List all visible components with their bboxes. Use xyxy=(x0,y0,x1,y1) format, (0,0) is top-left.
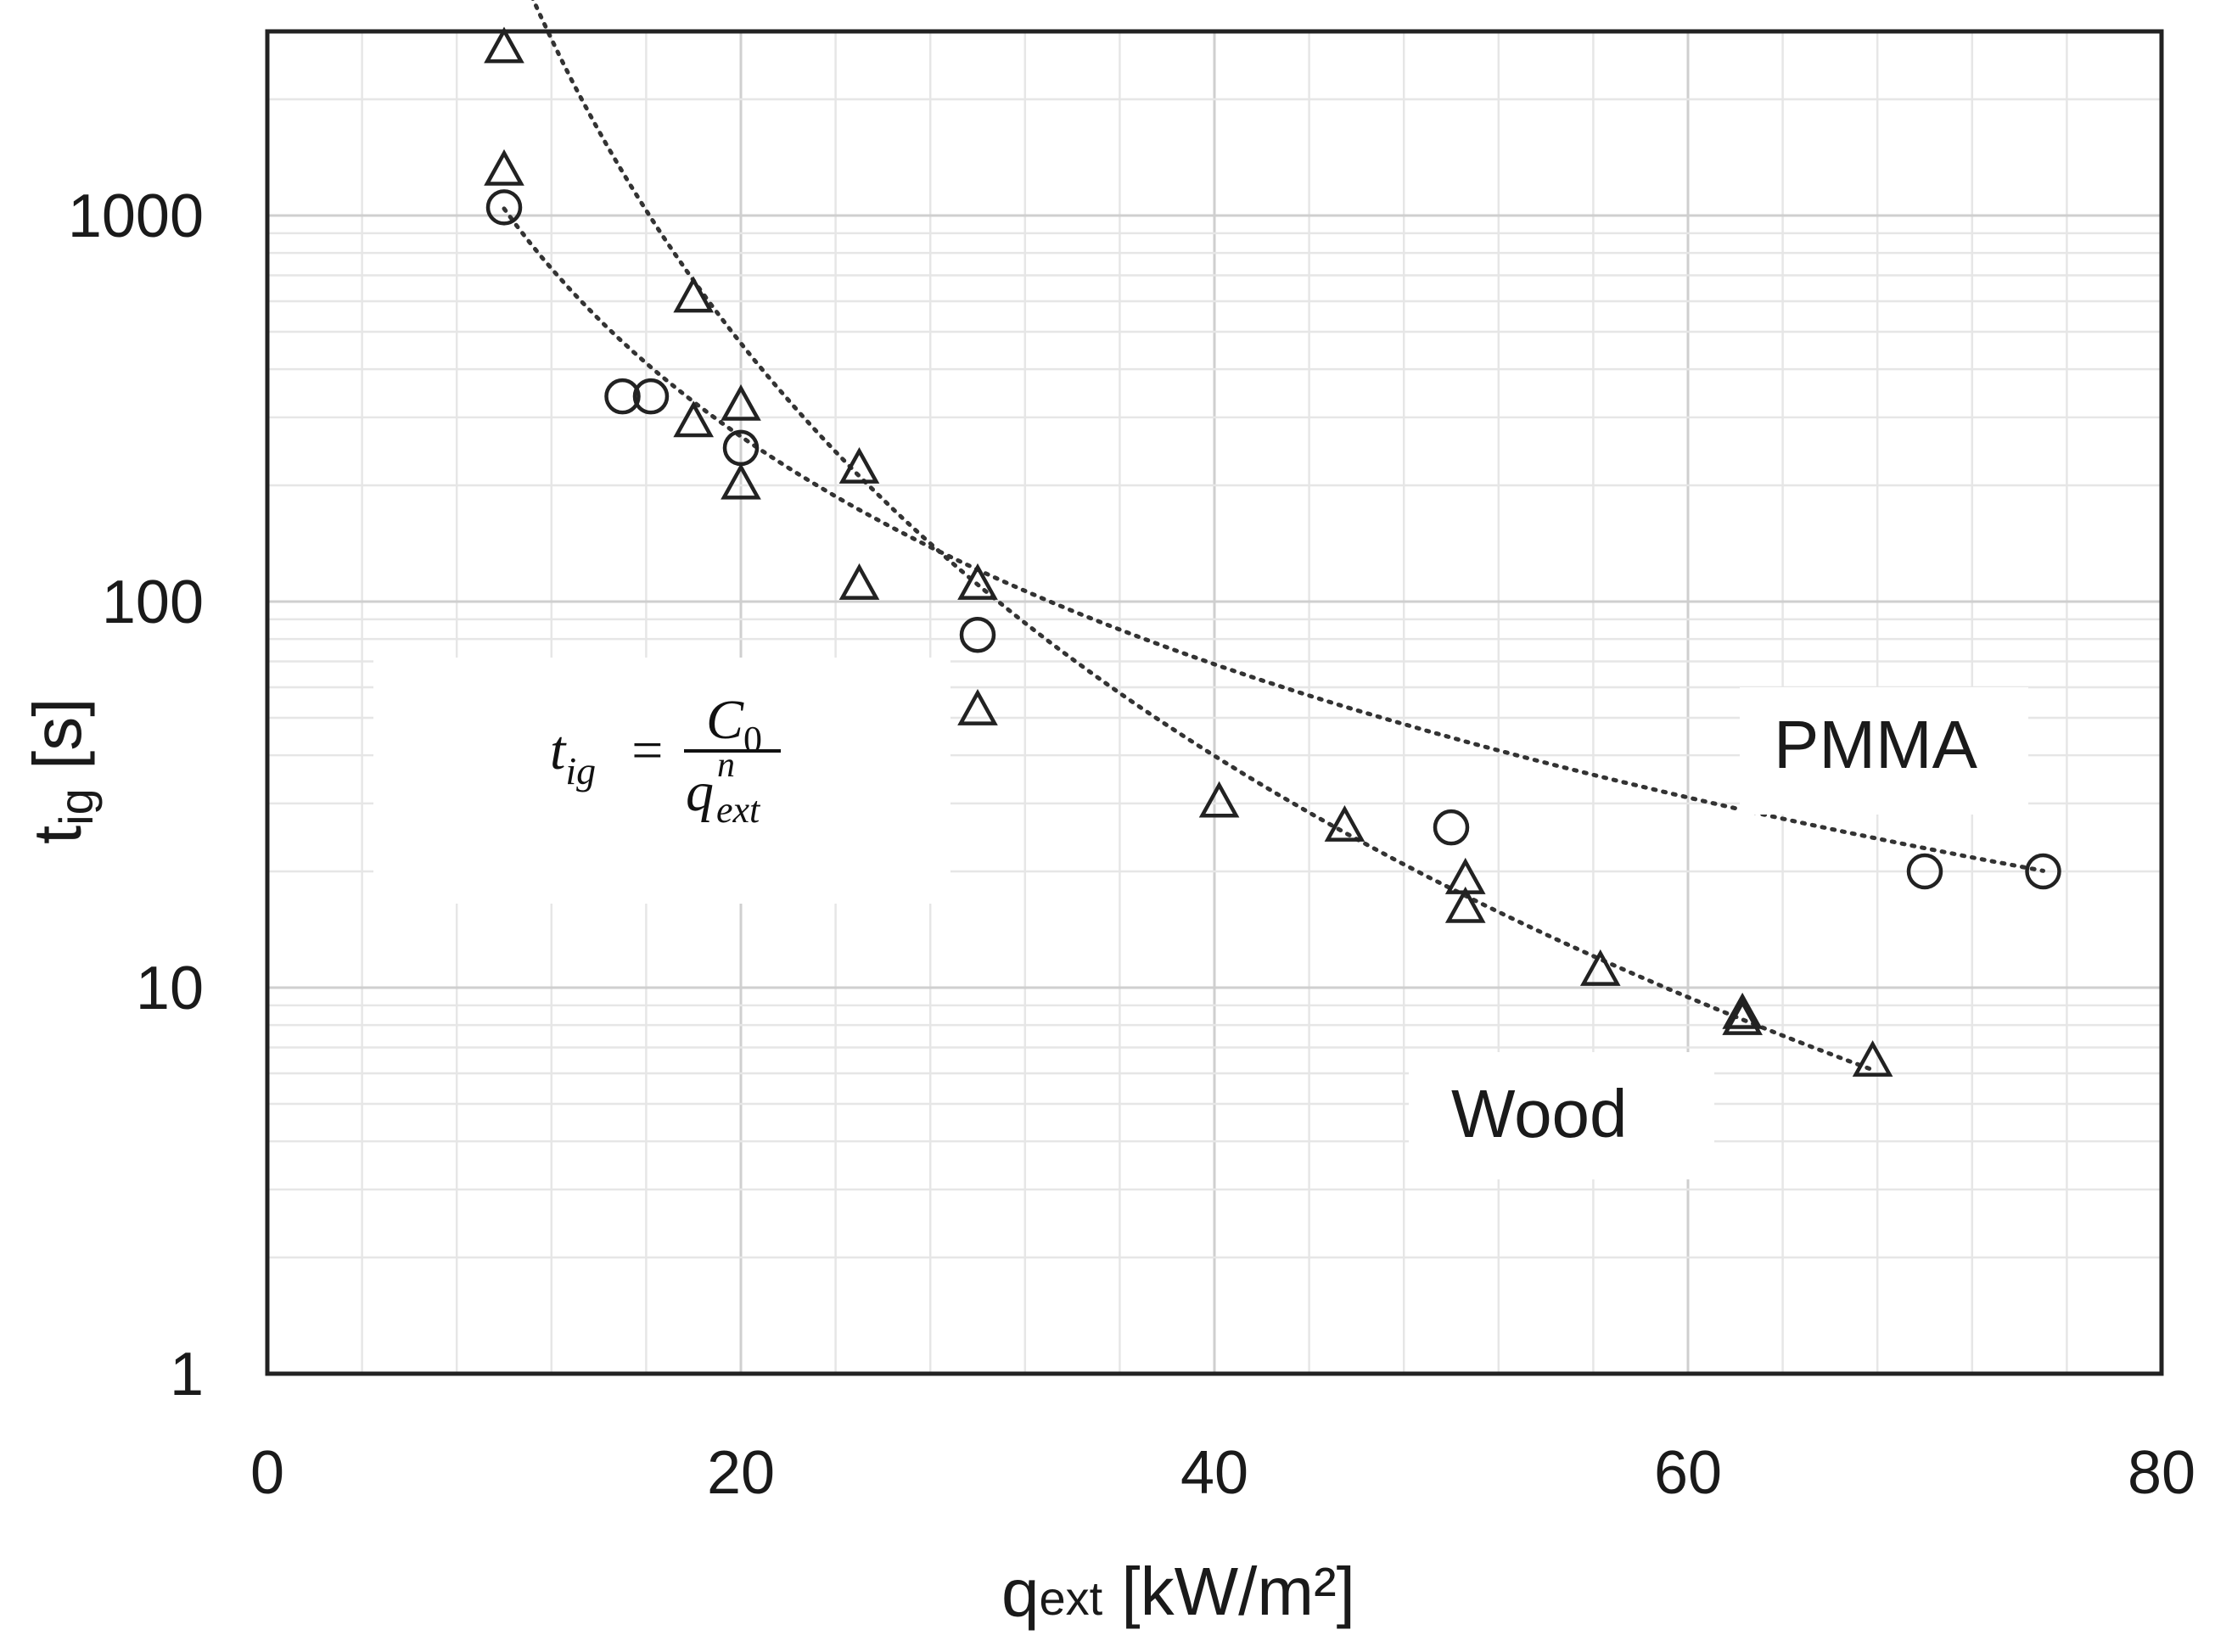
wood-point xyxy=(1198,781,1240,818)
wood-point xyxy=(484,26,524,64)
wood-point xyxy=(673,400,715,438)
pmma-point xyxy=(2025,853,2061,890)
pmma-point xyxy=(959,616,996,653)
pmma-label-box xyxy=(1740,687,2028,815)
x-tick-label: 40 xyxy=(1180,1439,1248,1507)
fit-curves xyxy=(502,0,2045,1072)
pmma-point xyxy=(1906,853,1943,890)
x-axis-title-unit: [kW/m²] xyxy=(1102,1554,1355,1629)
pmma-point xyxy=(632,378,670,415)
pmma-point xyxy=(1433,809,1470,846)
wood-point xyxy=(673,276,715,313)
y-axis-title: tig [s] xyxy=(20,697,103,844)
wood-fit-curve xyxy=(530,0,1876,1072)
y-tick-label: 1000 xyxy=(68,182,204,250)
pmma-point xyxy=(485,189,523,226)
wood-point xyxy=(1579,949,1621,986)
equation-numerator: C0 xyxy=(706,689,762,760)
wood-point xyxy=(1722,998,1763,1035)
equation-equals: = xyxy=(628,720,666,781)
y-axis-title-unit: [s] xyxy=(20,697,95,788)
wood-point xyxy=(1722,992,1763,1029)
wood-point xyxy=(721,462,761,500)
wood-point xyxy=(838,446,880,484)
y-tick-labels: 1 10 100 1000 xyxy=(68,182,204,1408)
equation-box: tig = C0 qn ext xyxy=(373,658,950,904)
wood-point xyxy=(838,563,880,600)
wood-point xyxy=(1444,886,1486,923)
wood-label-box xyxy=(1409,1052,1714,1179)
wood-point xyxy=(957,688,998,725)
pmma-label: PMMA xyxy=(1774,707,1978,782)
x-tick-label: 0 xyxy=(250,1439,284,1507)
equation-denominator-sup: n xyxy=(717,746,735,785)
x-tick-label: 60 xyxy=(1654,1439,1722,1507)
x-tick-label: 20 xyxy=(707,1439,775,1507)
wood-point xyxy=(484,148,524,186)
equation-denominator: qn ext xyxy=(686,746,761,831)
wood-point xyxy=(721,384,761,421)
equation-denominator-sub: ext xyxy=(716,789,761,831)
wood-point xyxy=(957,563,998,600)
pmma-point xyxy=(604,378,641,415)
equation-lhs-sub: ig xyxy=(565,749,596,792)
equation-lhs: tig xyxy=(550,720,596,792)
wood-label: Wood xyxy=(1451,1076,1628,1151)
x-tick-label: 80 xyxy=(2128,1439,2195,1507)
x-axis-title: qext [kW/m²] xyxy=(1001,1554,1355,1631)
pmma-fit-curve xyxy=(502,206,2045,873)
wood-point xyxy=(1324,804,1365,842)
y-tick-label: 100 xyxy=(102,568,204,636)
x-tick-labels: 0 20 40 60 80 xyxy=(250,1439,2195,1507)
y-axis-title-sub: ig xyxy=(49,788,103,826)
plot-frame xyxy=(265,29,2164,1376)
y-tick-label: 1 xyxy=(170,1341,204,1408)
wood-point xyxy=(1852,1039,1893,1077)
x-axis-title-sub: ext xyxy=(1040,1571,1103,1625)
data-markers xyxy=(484,26,2061,1077)
y-tick-label: 10 xyxy=(136,955,204,1022)
equation-numerator-sub: 0 xyxy=(743,719,762,760)
